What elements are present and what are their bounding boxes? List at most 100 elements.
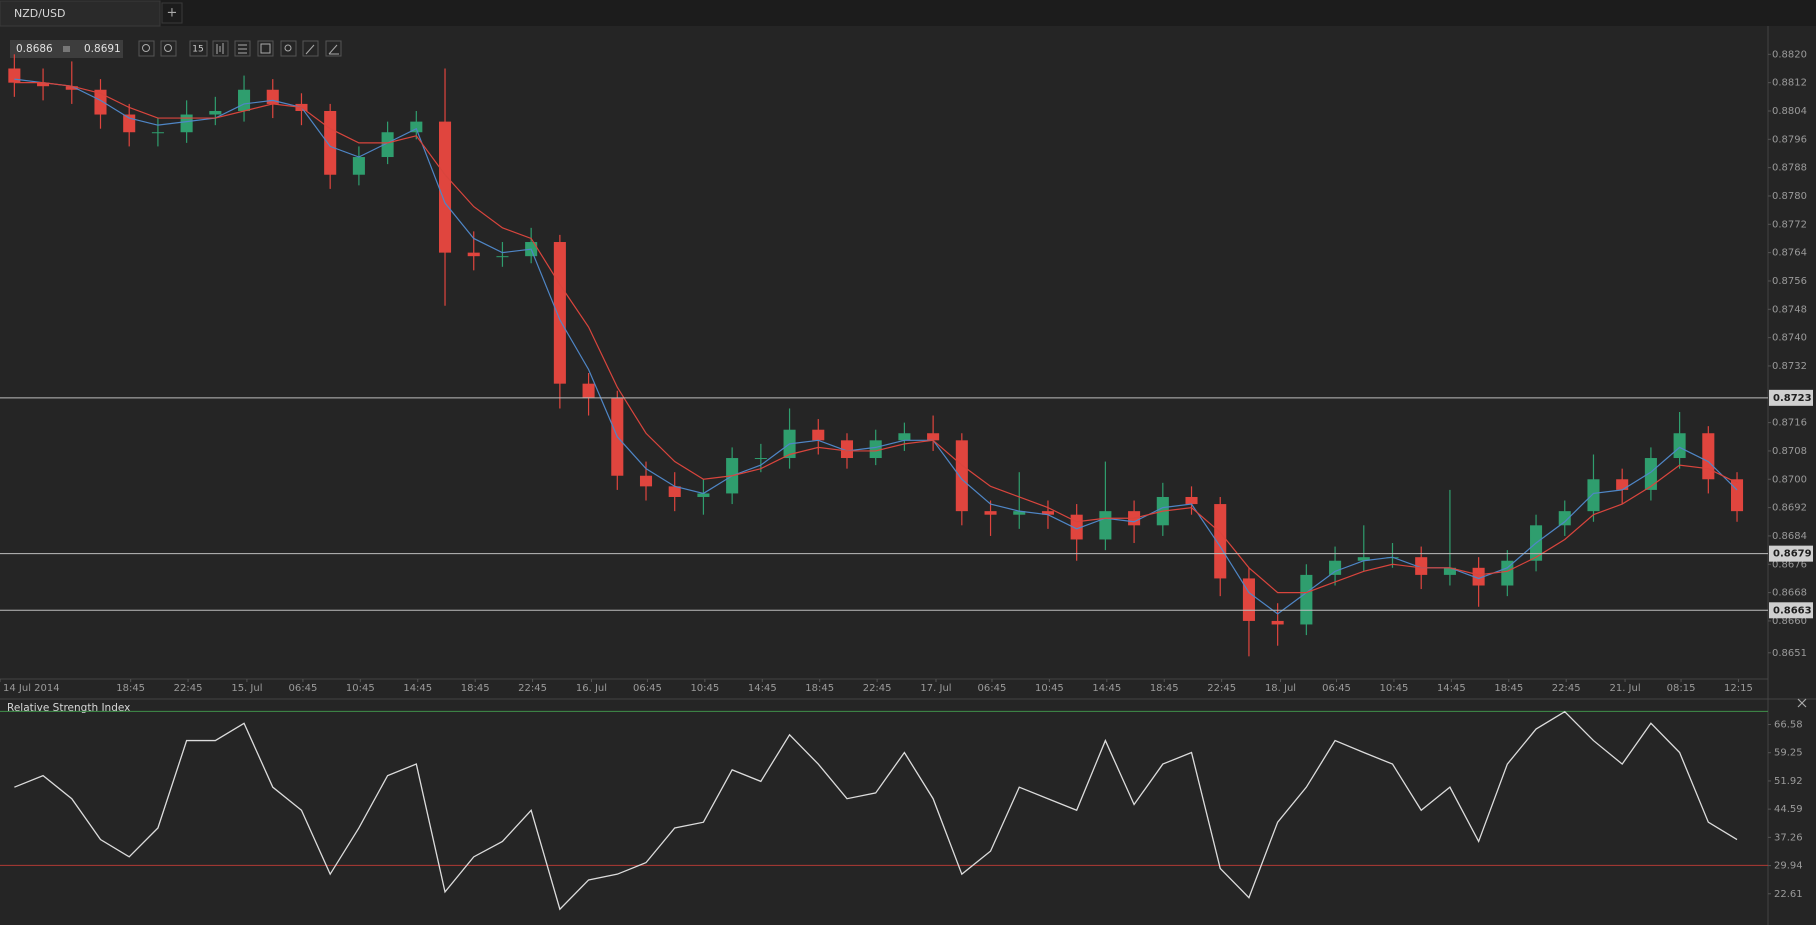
- zoom-in-button[interactable]: [160, 40, 177, 57]
- candle-body: [1616, 479, 1629, 490]
- x-tick-label: 08:15: [1667, 683, 1696, 694]
- candle-body: [1415, 557, 1428, 575]
- candle-body: [1271, 620, 1284, 625]
- x-tick-label: 10:45: [346, 683, 375, 694]
- price-level-tag: [1769, 389, 1813, 406]
- y-tick-label: 0.8796: [1772, 134, 1807, 145]
- bid-price: 0.8686: [16, 43, 53, 55]
- y-tick-label: 0.8708: [1772, 446, 1807, 457]
- drawing-button[interactable]: [302, 40, 319, 57]
- spread-marker: [63, 46, 70, 52]
- settings-icon: [238, 44, 247, 54]
- price-level-tag: [1769, 602, 1813, 619]
- x-tick-label: 14:45: [1092, 683, 1121, 694]
- y-tick-label: 0.8676: [1772, 559, 1807, 570]
- candle-body: [1214, 504, 1227, 579]
- candle-body: [927, 433, 940, 441]
- zoom-in-icon: [164, 44, 172, 52]
- price-level-label: 0.8679: [1773, 549, 1812, 560]
- pen-button[interactable]: [325, 40, 342, 57]
- zoom-out-button[interactable]: [138, 40, 155, 57]
- timeframe-label: 15: [192, 45, 203, 55]
- x-tick-label: 18:45: [1494, 683, 1523, 694]
- y-tick-label: 0.8660: [1772, 616, 1807, 627]
- x-tick-label: 18:45: [461, 683, 490, 694]
- candle-body: [582, 383, 595, 398]
- y-tick-label: 0.8716: [1772, 418, 1807, 429]
- drawing-icon: [305, 44, 315, 55]
- y-tick-label: 0.8812: [1772, 78, 1807, 89]
- candle-body: [1329, 560, 1342, 575]
- x-tick-label: 10:45: [690, 683, 719, 694]
- x-tick-label: 15. Jul: [231, 683, 262, 694]
- close-indicator-button[interactable]: [1797, 698, 1807, 708]
- ask-price: 0.8691: [84, 43, 121, 55]
- x-tick-label: 21. Jul: [1609, 683, 1640, 694]
- x-tick-label: 14:45: [1437, 683, 1466, 694]
- y-tick-label: 0.8804: [1772, 106, 1807, 117]
- objects-button[interactable]: [280, 40, 297, 57]
- y2-tick-label: 29.94: [1774, 861, 1803, 872]
- x-tick-label: 14:45: [748, 683, 777, 694]
- candle-body: [37, 82, 50, 87]
- candle-body: [898, 433, 911, 441]
- y-tick-label: 0.8700: [1772, 474, 1807, 485]
- indicators-icon: [260, 43, 271, 54]
- indicator-title: Relative Strength Index: [7, 702, 130, 714]
- candle-body: [94, 89, 107, 115]
- candle-body: [151, 132, 164, 134]
- x-tick-label: 06:45: [288, 683, 317, 694]
- candle-body: [1673, 433, 1686, 459]
- candle-body: [123, 114, 136, 133]
- candle-body: [1357, 557, 1370, 561]
- x-tick-label: 22:45: [174, 683, 203, 694]
- x-tick-label: 22:45: [863, 683, 892, 694]
- x-tick-label: 10:45: [1380, 683, 1409, 694]
- candle-body: [209, 110, 222, 115]
- add-tab-button[interactable]: [161, 2, 183, 24]
- x-tick-label: 22:45: [1207, 683, 1236, 694]
- chart-type-button[interactable]: [212, 40, 229, 57]
- candle-body: [1587, 479, 1600, 512]
- settings-button[interactable]: [234, 40, 251, 57]
- candle-body: [1099, 511, 1112, 540]
- y-tick-label: 0.8780: [1772, 191, 1807, 202]
- x-tick-label: 10:45: [1035, 683, 1064, 694]
- y-tick-label: 0.8820: [1772, 49, 1807, 60]
- x-tick-label: 16. Jul: [576, 683, 607, 694]
- price-level-label: 0.8663: [1773, 605, 1812, 616]
- y2-tick-label: 51.92: [1774, 776, 1803, 787]
- tab-bar: [0, 0, 1816, 26]
- x-tick-label: 14 Jul 2014: [3, 683, 60, 694]
- candle-body: [352, 157, 365, 175]
- candle-body: [812, 429, 825, 441]
- y-tick-label: 0.8748: [1772, 304, 1807, 315]
- add-tab-label: +: [167, 6, 178, 21]
- x-tick-label: 18:45: [116, 683, 145, 694]
- candle-body: [840, 440, 854, 459]
- y-tick-label: 0.8732: [1772, 361, 1807, 372]
- indicators-button[interactable]: [257, 40, 274, 57]
- chart-type-icon: [216, 43, 224, 54]
- y-tick-label: 0.8651: [1772, 648, 1807, 659]
- x-tick-label: 06:45: [633, 683, 662, 694]
- y-tick-label: 0.8692: [1772, 503, 1807, 514]
- tab[interactable]: [0, 0, 161, 27]
- indicator-line: [14, 710, 1738, 911]
- candle-body: [668, 486, 681, 497]
- candle-body: [869, 440, 882, 459]
- candle-body: [1501, 560, 1514, 586]
- x-tick-label: 06:45: [1322, 683, 1351, 694]
- y2-tick-label: 44.59: [1774, 804, 1803, 815]
- x-tick-label: 14:45: [403, 683, 432, 694]
- candle-body: [438, 121, 452, 253]
- timeframe-button[interactable]: [189, 40, 208, 57]
- x-tick-label: 06:45: [978, 683, 1007, 694]
- candle-body: [639, 475, 653, 487]
- candle-body: [8, 68, 21, 83]
- y-tick-label: 0.8684: [1772, 531, 1807, 542]
- y-tick-label: 0.8668: [1772, 588, 1807, 599]
- candle-body: [1702, 433, 1715, 480]
